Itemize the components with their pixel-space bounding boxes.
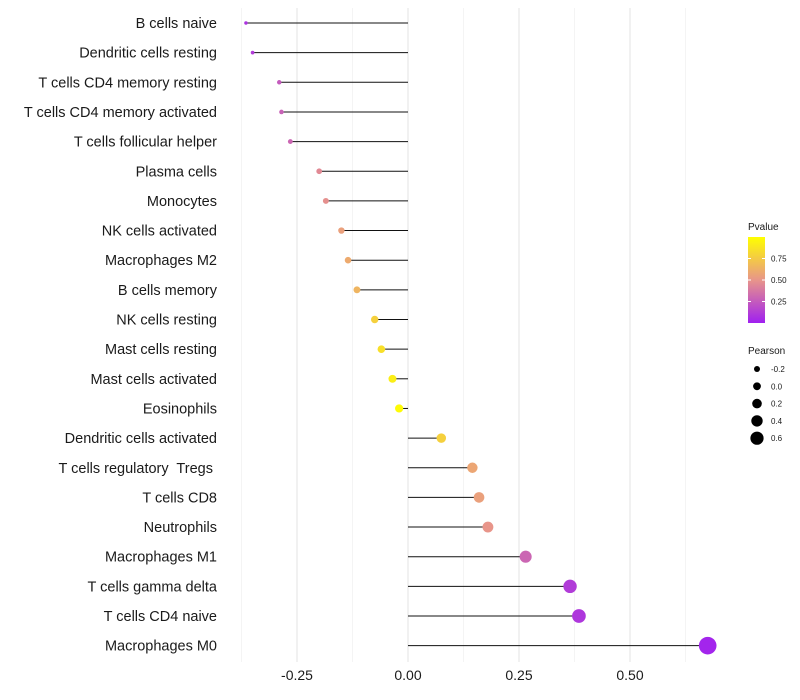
category-label: T cells CD4 memory resting <box>38 75 217 91</box>
lollipop-point <box>519 550 532 563</box>
category-label: B cells naive <box>136 16 217 32</box>
x-tick-label: -0.25 <box>281 667 313 683</box>
lollipop-point <box>338 227 345 234</box>
category-label: Plasma cells <box>136 164 217 180</box>
category-label: NK cells activated <box>102 224 217 240</box>
pearson-legend-label: 0.6 <box>771 434 783 443</box>
category-label: T cells CD4 naive <box>104 609 217 625</box>
category-label: T cells regulatory Tregs <box>59 461 218 477</box>
category-label: NK cells resting <box>116 313 217 329</box>
pearson-legend-key <box>752 398 762 409</box>
pearson-legend: Pearson -0.2 0.0 0.2 0.4 0.6 <box>748 346 785 445</box>
lollipop-point <box>563 579 577 594</box>
category-label: Macrophages M0 <box>105 639 217 655</box>
lollipop-point <box>698 636 717 655</box>
category-label: Dendritic cells resting <box>79 46 217 62</box>
pvalue-colorbar <box>748 237 765 323</box>
lollipop-point <box>316 168 323 175</box>
lollipop-point <box>244 21 248 25</box>
lollipop-point <box>279 109 284 115</box>
category-label: B cells memory <box>118 283 218 299</box>
pearson-legend-label: -0.2 <box>771 365 785 374</box>
lollipop-point <box>473 492 485 503</box>
lollipop-point <box>353 286 361 294</box>
x-tick-label: 0.50 <box>616 667 643 683</box>
category-label: Mast cells activated <box>90 372 217 388</box>
category-label: T cells gamma delta <box>88 579 218 595</box>
pearson-legend-key <box>751 415 763 427</box>
x-tick-label: 0.00 <box>394 667 421 683</box>
pvalue-legend-title: Pvalue <box>748 222 779 233</box>
lollipop-point <box>287 139 293 145</box>
pvalue-legend: Pvalue 0.75 0.50 0.25 <box>748 222 787 323</box>
lollipop-point <box>377 345 386 353</box>
lollipop-point <box>395 404 404 413</box>
lollipop-point <box>436 433 447 443</box>
category-labels: B cells naive Dendritic cells resting T ce… <box>24 16 218 655</box>
lollipop-point <box>572 609 586 623</box>
pvalue-tick-label: 0.50 <box>771 276 787 285</box>
lollipop-point <box>482 521 494 533</box>
pearson-legend-key <box>750 431 764 445</box>
lollipop-point <box>370 315 379 324</box>
lollipop-point <box>467 462 478 473</box>
category-label: T cells follicular helper <box>74 135 217 151</box>
x-tick-label: 0.25 <box>505 667 532 683</box>
category-label: Macrophages M2 <box>105 253 217 269</box>
pvalue-tick-label: 0.75 <box>771 255 787 264</box>
category-label: Monocytes <box>147 194 217 210</box>
pearson-legend-key <box>753 382 761 391</box>
x-axis-ticks: -0.25 0.00 0.25 0.50 <box>281 667 644 683</box>
category-label: Eosinophils <box>143 401 217 417</box>
category-label: Mast cells resting <box>105 342 217 358</box>
lollipop-point <box>250 50 255 55</box>
pearson-legend-label: 0.2 <box>771 400 783 409</box>
category-label: T cells CD8 <box>142 490 217 506</box>
point-layer <box>244 21 717 655</box>
lollipop-point <box>344 256 352 264</box>
category-label: Neutrophils <box>144 520 217 536</box>
lollipop-point <box>276 80 282 85</box>
category-label: Macrophages M1 <box>105 550 217 566</box>
pvalue-tick-label: 0.25 <box>771 298 787 307</box>
pearson-legend-label: 0.4 <box>771 417 783 426</box>
pearson-legend-key <box>754 366 760 372</box>
pearson-legend-label: 0.0 <box>771 382 783 391</box>
grid-layer <box>241 8 686 662</box>
category-label: T cells CD4 memory activated <box>24 105 217 121</box>
lollipop-point <box>322 197 329 204</box>
stem-layer <box>245 22 708 647</box>
pearson-legend-title: Pearson <box>748 346 785 357</box>
category-label: Dendritic cells activated <box>65 431 217 447</box>
lollipop-point <box>388 374 397 383</box>
